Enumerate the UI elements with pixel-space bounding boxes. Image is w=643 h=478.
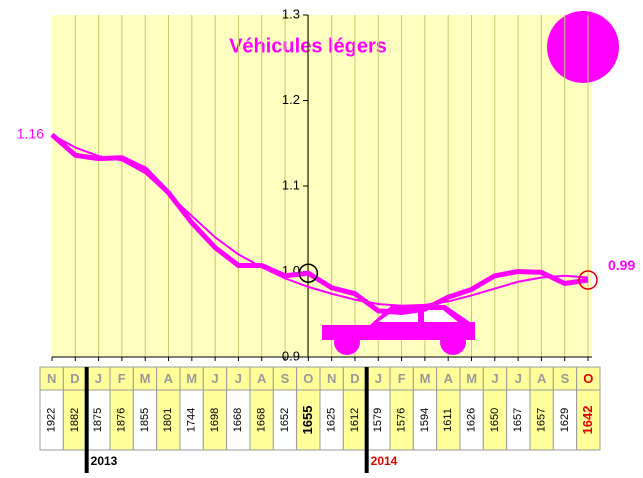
decor-circle bbox=[547, 11, 619, 83]
month-label: J bbox=[491, 371, 498, 386]
count-label: 1642 bbox=[580, 406, 595, 435]
count-label: 1611 bbox=[442, 408, 454, 432]
count-label: 1657 bbox=[512, 408, 524, 432]
y-tick-label: 1.1 bbox=[282, 177, 300, 192]
count-label: 1668 bbox=[232, 408, 244, 432]
y-tick-label: 0.9 bbox=[282, 348, 300, 363]
month-label: O bbox=[303, 371, 313, 386]
car-icon bbox=[322, 305, 475, 355]
count-label: 1876 bbox=[116, 408, 128, 432]
highlight-marker bbox=[578, 270, 598, 290]
month-label: F bbox=[118, 371, 126, 386]
month-label: M bbox=[420, 371, 431, 386]
month-label: D bbox=[350, 371, 359, 386]
month-label: N bbox=[327, 371, 336, 386]
month-label: M bbox=[466, 371, 477, 386]
month-label: S bbox=[281, 371, 290, 386]
month-label: O bbox=[583, 371, 593, 386]
car-wheel bbox=[440, 329, 466, 355]
value-label: 1.16 bbox=[17, 125, 44, 141]
count-label: 1922 bbox=[46, 408, 58, 432]
month-label: A bbox=[257, 371, 267, 386]
month-label: A bbox=[164, 371, 174, 386]
car-window bbox=[424, 310, 458, 322]
month-label: J bbox=[211, 371, 218, 386]
count-label: 1612 bbox=[349, 408, 361, 432]
count-label: 1652 bbox=[279, 408, 291, 432]
count-label: 1698 bbox=[209, 408, 221, 432]
month-label: N bbox=[47, 371, 56, 386]
count-label: 1626 bbox=[466, 408, 478, 432]
month-label: A bbox=[537, 371, 547, 386]
month-label: J bbox=[515, 371, 522, 386]
month-label: F bbox=[398, 371, 406, 386]
month-label: M bbox=[186, 371, 197, 386]
count-label: 1882 bbox=[69, 408, 81, 432]
count-label: 1576 bbox=[396, 408, 408, 432]
count-label: 1744 bbox=[186, 408, 198, 432]
count-label: 1875 bbox=[92, 408, 104, 432]
month-label: J bbox=[95, 371, 102, 386]
count-label: 1855 bbox=[139, 408, 151, 432]
series-line bbox=[51, 133, 589, 307]
count-label: 1668 bbox=[256, 408, 268, 432]
year-label: 2013 bbox=[91, 454, 118, 468]
count-label: 1650 bbox=[489, 408, 501, 432]
month-label: A bbox=[444, 371, 454, 386]
y-tick-label: 1.3 bbox=[282, 6, 300, 21]
count-label: 1579 bbox=[372, 408, 384, 432]
y-tick-label: 1.2 bbox=[282, 92, 300, 107]
count-label: 1629 bbox=[559, 408, 571, 432]
count-label: 1625 bbox=[326, 408, 338, 432]
count-label: 1655 bbox=[300, 406, 315, 435]
month-label: M bbox=[140, 371, 151, 386]
value-label: 0.99 bbox=[608, 257, 635, 273]
series-line bbox=[50, 132, 589, 316]
count-label: 1657 bbox=[536, 408, 548, 432]
count-label: 1594 bbox=[419, 408, 431, 432]
count-cell bbox=[576, 389, 601, 451]
count-label: 1801 bbox=[162, 408, 174, 432]
month-label: J bbox=[375, 371, 382, 386]
year-label: 2014 bbox=[371, 454, 398, 468]
car-wheel bbox=[334, 329, 360, 355]
month-label: D bbox=[70, 371, 79, 386]
highlight-marker bbox=[298, 263, 319, 283]
month-label: S bbox=[561, 371, 570, 386]
plot-area bbox=[52, 15, 592, 357]
month-label: J bbox=[235, 371, 242, 386]
